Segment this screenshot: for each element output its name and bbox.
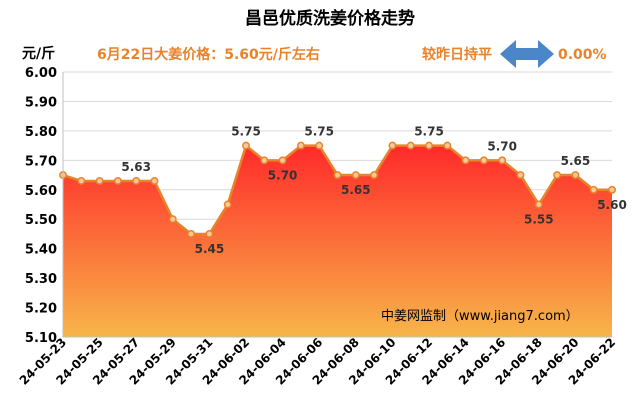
data-point xyxy=(223,200,232,209)
data-point xyxy=(333,171,342,180)
data-label: 5.75 xyxy=(414,125,444,139)
data-point xyxy=(589,185,598,194)
data-label: 5.65 xyxy=(341,183,371,197)
y-tick-label: 5.50 xyxy=(25,213,57,228)
data-point xyxy=(388,141,397,150)
data-point xyxy=(498,156,507,165)
double-arrow-icon xyxy=(500,40,554,68)
data-point xyxy=(516,171,525,180)
price-annotation: 6月22日大姜价格：5.60元/斤左右 xyxy=(97,46,320,63)
data-label: 5.55 xyxy=(524,213,554,227)
y-tick-label: 5.90 xyxy=(25,95,57,110)
data-label: 5.65 xyxy=(561,154,591,168)
y-axis-ticks: 5.10 5.20 5.30 5.40 5.50 5.60 5.70 5.80 5.90 6.00 xyxy=(25,66,57,346)
change-annotation-label: 较昨日持平 xyxy=(422,46,492,63)
data-point xyxy=(553,171,562,180)
y-tick-label: 5.20 xyxy=(25,302,57,317)
y-tick-label: 5.70 xyxy=(25,154,57,169)
data-point xyxy=(461,156,470,165)
data-point xyxy=(278,156,287,165)
data-point xyxy=(95,176,104,185)
data-point xyxy=(351,171,360,180)
price-area xyxy=(63,145,612,337)
data-label: 5.70 xyxy=(487,139,517,153)
data-point xyxy=(150,176,159,185)
data-label: 5.75 xyxy=(304,125,334,139)
data-label: 5.63 xyxy=(121,160,151,174)
data-point xyxy=(132,176,141,185)
data-point xyxy=(479,156,488,165)
y-tick-label: 5.10 xyxy=(25,331,57,346)
watermark: 中姜网监制（www.jiang7.com） xyxy=(381,309,579,324)
data-point xyxy=(443,141,452,150)
data-labels: 5.63 5.45 5.75 5.70 5.75 5.65 5.75 5.70 5.55 5.65… xyxy=(121,125,626,256)
y-tick-label: 5.60 xyxy=(25,184,57,199)
chart-title: 昌邑优质洗姜价格走势 xyxy=(245,8,415,29)
data-point xyxy=(315,141,324,150)
data-label: 5.70 xyxy=(268,168,298,182)
y-tick-label: 6.00 xyxy=(25,66,57,81)
data-point xyxy=(425,141,433,150)
data-point xyxy=(187,229,196,238)
data-point xyxy=(534,200,543,209)
change-annotation-value: 0.00% xyxy=(558,47,607,63)
data-point xyxy=(113,176,122,185)
data-point xyxy=(406,141,415,150)
data-label: 5.60 xyxy=(597,198,627,212)
data-markers xyxy=(59,141,616,238)
y-tick-label: 5.30 xyxy=(25,272,57,287)
data-point xyxy=(260,156,269,165)
data-point xyxy=(242,141,250,150)
data-point xyxy=(296,141,305,150)
data-point xyxy=(205,229,214,238)
x-axis-ticks: 24-05-2324-05-2524-05-2724-05-2924-05-31… xyxy=(17,335,618,387)
y-axis-label: 元/斤 xyxy=(22,45,55,62)
data-label: 5.45 xyxy=(195,242,225,256)
y-tick-label: 5.80 xyxy=(25,125,57,140)
data-label: 5.75 xyxy=(231,125,261,139)
data-point xyxy=(370,171,379,180)
y-tick-label: 5.40 xyxy=(25,243,57,258)
data-point xyxy=(168,215,177,224)
data-point xyxy=(77,176,86,185)
data-point xyxy=(608,185,616,194)
data-point xyxy=(571,171,580,180)
